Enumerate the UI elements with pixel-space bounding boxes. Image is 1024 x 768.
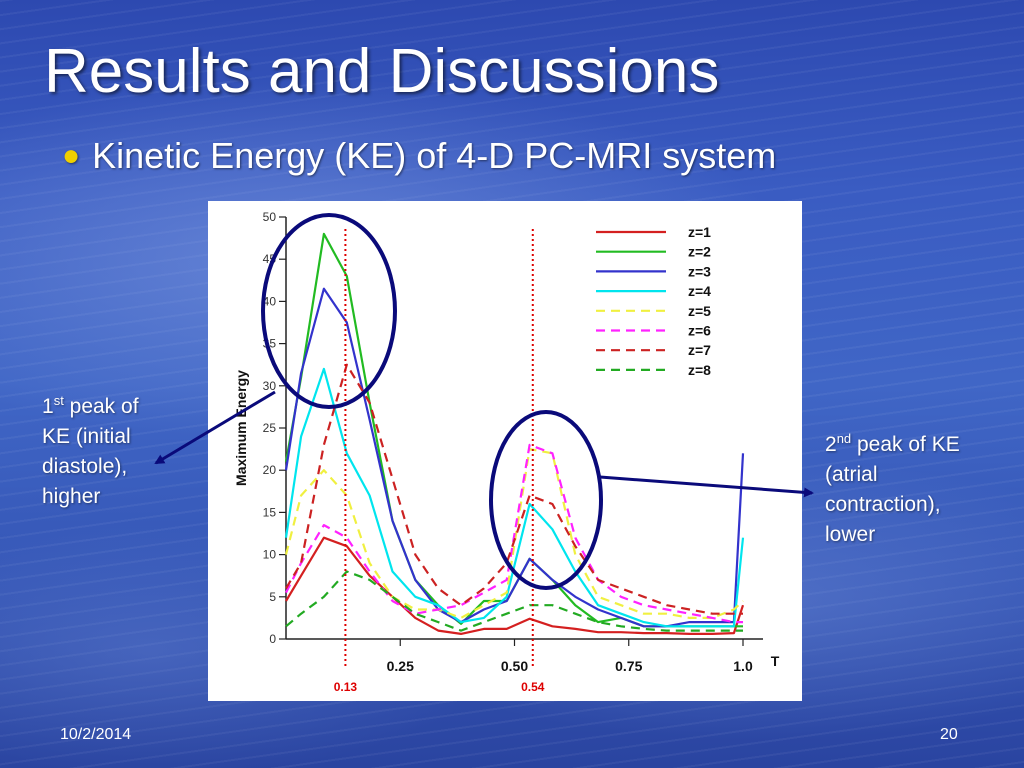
series-line-z1 (285, 536, 745, 635)
bullet-text: Kinetic Energy (KE) of 4-D PC-MRI system (92, 135, 777, 176)
y-tick-label: 10 (263, 548, 277, 562)
bullet-item: ● Kinetic Energy (KE) of 4-D PC-MRI syste… (62, 135, 776, 177)
second-peak-line4: lower (825, 523, 876, 546)
first-peak-line2: KE (initial (42, 425, 131, 448)
y-tick-label: 0 (269, 632, 276, 646)
footer-date: 10/2/2014 (60, 726, 132, 743)
y-tick-label: 35 (263, 337, 277, 351)
legend-label: z=8 (688, 362, 711, 378)
x-axis-label: T (771, 653, 780, 669)
first-peak-callout: 1st peak of KE (initial diastole), highe… (42, 386, 182, 512)
y-tick-label: 5 (269, 590, 276, 604)
series-line-z7 (285, 363, 743, 615)
chart-panel: 0 5 10 15 20 25 30 35 40 45 50 Maximum Energy 0.25 0.… (208, 201, 802, 701)
slide-title: Results and Discussions (44, 37, 720, 106)
series-line-z6 (285, 443, 743, 624)
y-tick-label: 45 (263, 252, 277, 266)
legend-label: z=3 (688, 263, 711, 279)
reference-line-label: 0.13 (334, 680, 358, 694)
series-line-z8 (285, 570, 743, 632)
legend-label: z=6 (688, 323, 711, 339)
legend-label: z=5 (688, 303, 711, 319)
first-peak-line4: higher (42, 485, 101, 508)
energy-line-chart: 0 5 10 15 20 25 30 35 40 45 50 Maximum Energy 0.25 0.… (233, 210, 780, 694)
y-tick-label: 50 (263, 210, 277, 224)
y-tick-label: 25 (263, 421, 277, 435)
x-tick-label: 0.75 (615, 658, 642, 674)
y-tick-label: 40 (263, 294, 277, 308)
first-peak-line1: 1st peak of (42, 393, 139, 418)
x-tick-label: 1.0 (733, 658, 753, 674)
y-axis-label: Maximum Energy (233, 370, 249, 486)
page-number: 20 (940, 726, 958, 743)
legend-label: z=2 (688, 244, 711, 260)
bullet-dot-icon: ● (62, 139, 81, 172)
legend-label: z=4 (688, 283, 711, 299)
legend-label: z=7 (688, 342, 711, 358)
y-tick-label: 30 (263, 379, 277, 393)
reference-line-label: 0.54 (521, 680, 545, 694)
second-peak-line2: (atrial (825, 463, 878, 486)
x-tick-label: 0.50 (501, 658, 528, 674)
y-tick-label: 20 (263, 463, 277, 477)
y-tick-label: 15 (263, 505, 277, 519)
second-peak-line1: 2nd peak of KE (825, 431, 960, 456)
legend-label: z=1 (688, 224, 711, 240)
second-peak-callout: 2nd peak of KE (atrial contraction), low… (825, 424, 1015, 550)
x-tick-label: 0.25 (387, 658, 414, 674)
first-peak-line3: diastole), (42, 455, 128, 478)
series-line-z3 (284, 287, 745, 628)
second-peak-line3: contraction), (825, 493, 941, 516)
